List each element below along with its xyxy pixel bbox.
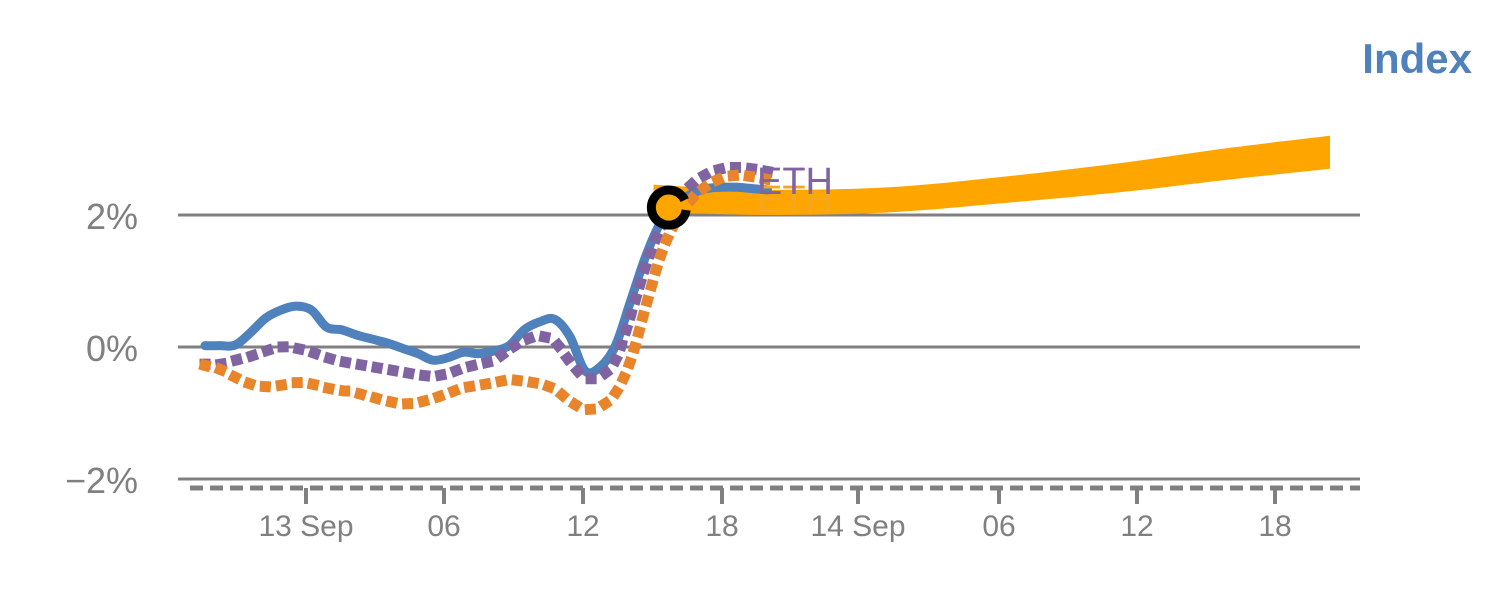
- x-tick-label-5: 06: [982, 510, 1016, 543]
- eth-label: ETH: [757, 161, 833, 203]
- x-tick-label-2: 12: [566, 510, 600, 543]
- chart-title: Index: [1362, 35, 1472, 82]
- eth-label-shadow: ETH: [757, 179, 833, 221]
- gridlines: [178, 213, 1360, 481]
- y-tick-label-0pct: 0%: [85, 328, 138, 369]
- y-tick-label-neg2pct: −2%: [64, 460, 138, 501]
- x-axis: [190, 485, 1360, 504]
- forecast-band: [653, 135, 1330, 216]
- x-tick-label-4: 14 Sep: [810, 510, 906, 543]
- x-tick-label-7: 18: [1258, 510, 1292, 543]
- current-value-marker[interactable]: [646, 185, 691, 230]
- x-tick-label-0: 13 Sep: [258, 510, 354, 543]
- x-tick-label-1: 06: [427, 510, 461, 543]
- x-tick-label-3: 18: [705, 510, 739, 543]
- y-tick-label-2pct: 2%: [85, 196, 138, 237]
- x-tick-label-6: 12: [1120, 510, 1154, 543]
